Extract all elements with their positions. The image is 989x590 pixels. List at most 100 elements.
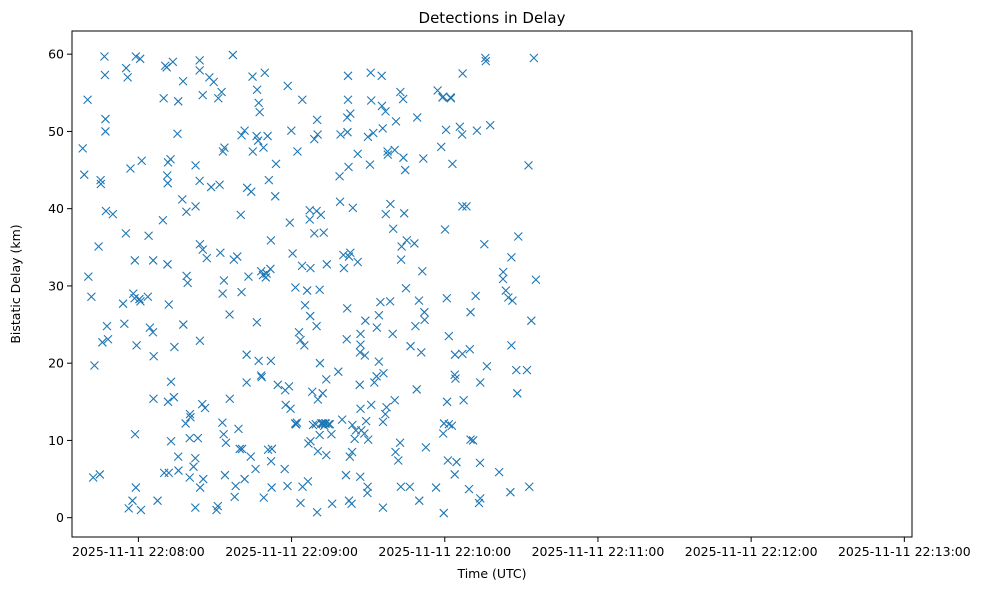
data-point bbox=[288, 249, 297, 258]
data-point bbox=[321, 450, 331, 460]
data-point bbox=[350, 434, 360, 444]
data-point bbox=[529, 53, 539, 63]
data-point bbox=[457, 130, 467, 139]
data-point bbox=[294, 327, 304, 337]
data-point bbox=[271, 159, 281, 169]
data-point bbox=[356, 404, 365, 414]
data-point bbox=[198, 474, 208, 484]
data-point bbox=[303, 476, 313, 486]
data-point bbox=[195, 239, 205, 249]
data-point bbox=[266, 356, 276, 366]
data-point bbox=[343, 71, 353, 81]
data-points bbox=[78, 50, 541, 518]
data-point bbox=[159, 93, 169, 103]
data-point bbox=[181, 207, 191, 217]
data-point bbox=[242, 350, 252, 360]
data-point bbox=[283, 81, 293, 91]
data-point bbox=[178, 76, 188, 86]
data-point bbox=[466, 307, 475, 317]
data-point bbox=[305, 311, 315, 321]
data-point bbox=[270, 191, 280, 201]
y-axis-label: Bistatic Delay (km) bbox=[8, 224, 23, 343]
data-point bbox=[457, 201, 467, 211]
data-point bbox=[306, 436, 315, 446]
data-point bbox=[126, 164, 135, 173]
data-point bbox=[441, 125, 451, 135]
data-point bbox=[307, 387, 317, 397]
data-point bbox=[345, 248, 355, 258]
data-point bbox=[118, 299, 128, 309]
data-point bbox=[131, 483, 141, 492]
data-point bbox=[412, 385, 422, 394]
data-point bbox=[442, 397, 452, 407]
data-point bbox=[189, 462, 198, 472]
data-point bbox=[260, 68, 270, 78]
data-point bbox=[366, 96, 376, 105]
data-point bbox=[327, 499, 337, 509]
data-point bbox=[513, 232, 523, 241]
data-point bbox=[242, 378, 252, 387]
data-point bbox=[215, 180, 224, 190]
data-point bbox=[396, 255, 406, 265]
data-point bbox=[265, 264, 275, 274]
data-point bbox=[135, 294, 144, 304]
data-point bbox=[190, 453, 200, 463]
data-point bbox=[390, 145, 400, 155]
data-point bbox=[195, 176, 205, 186]
data-point bbox=[406, 341, 415, 351]
data-point bbox=[88, 473, 98, 482]
data-point bbox=[148, 256, 158, 265]
data-point bbox=[395, 87, 405, 97]
data-point bbox=[240, 126, 249, 136]
data-point bbox=[174, 466, 183, 475]
data-point bbox=[485, 120, 495, 130]
data-point bbox=[103, 334, 113, 344]
y-tick-label: 10 bbox=[48, 433, 64, 448]
data-point bbox=[315, 285, 325, 295]
data-point bbox=[198, 245, 208, 255]
data-point bbox=[219, 429, 229, 439]
data-point bbox=[181, 419, 191, 428]
data-point bbox=[363, 482, 373, 492]
data-point bbox=[319, 228, 329, 238]
data-point bbox=[365, 160, 375, 170]
data-point bbox=[401, 283, 411, 293]
data-point bbox=[398, 94, 408, 104]
data-point bbox=[458, 69, 468, 78]
data-point bbox=[217, 418, 227, 428]
data-point bbox=[96, 179, 106, 189]
data-point bbox=[137, 156, 147, 166]
data-point bbox=[313, 395, 323, 404]
data-point bbox=[345, 109, 355, 119]
data-point bbox=[383, 147, 392, 156]
data-point bbox=[348, 203, 358, 213]
data-point bbox=[267, 483, 277, 492]
data-point bbox=[420, 315, 429, 325]
data-point bbox=[366, 68, 376, 78]
data-point bbox=[235, 444, 245, 454]
data-point bbox=[450, 350, 460, 360]
data-point bbox=[452, 457, 461, 467]
data-point bbox=[296, 335, 305, 345]
data-point bbox=[345, 452, 355, 462]
data-point bbox=[396, 482, 406, 492]
data-point bbox=[397, 242, 407, 251]
data-point bbox=[378, 503, 388, 513]
data-point bbox=[257, 372, 267, 382]
data-point bbox=[286, 126, 296, 136]
data-point bbox=[381, 106, 390, 116]
y-tick-label: 20 bbox=[48, 356, 64, 371]
data-point bbox=[409, 239, 419, 248]
data-point bbox=[291, 419, 301, 429]
data-point bbox=[444, 331, 454, 341]
data-point bbox=[524, 482, 534, 492]
data-point bbox=[457, 349, 467, 359]
data-point bbox=[380, 409, 390, 419]
data-point bbox=[220, 143, 229, 153]
data-point bbox=[466, 435, 475, 445]
data-point bbox=[254, 98, 264, 108]
data-point bbox=[503, 293, 513, 302]
data-point bbox=[90, 361, 99, 370]
data-point bbox=[237, 444, 247, 454]
